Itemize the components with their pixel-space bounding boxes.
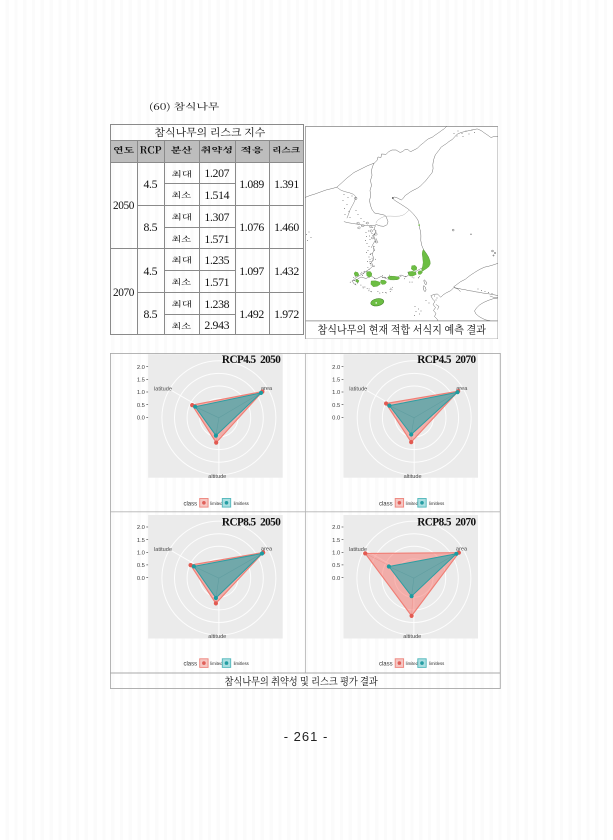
- svg-text:latitude: latitude: [154, 547, 172, 553]
- svg-text:1.5: 1.5: [137, 378, 145, 384]
- svg-text:0.5: 0.5: [332, 403, 340, 409]
- svg-text:0.0: 0.0: [137, 576, 145, 582]
- svg-text:altitude: altitude: [208, 474, 226, 480]
- svg-text:1.5: 1.5: [332, 538, 340, 544]
- svg-text:limited: limited: [210, 501, 223, 506]
- svg-text:1.0: 1.0: [332, 551, 340, 557]
- svg-text:altitude: altitude: [403, 634, 421, 640]
- svg-text:1.5: 1.5: [332, 378, 340, 384]
- svg-text:limitless: limitless: [429, 501, 444, 506]
- svg-text:class: class: [379, 502, 393, 508]
- svg-text:2.0: 2.0: [137, 525, 145, 531]
- svg-text:area: area: [456, 547, 468, 553]
- svg-text:latitude: latitude: [349, 387, 367, 393]
- svg-text:class: class: [183, 662, 197, 668]
- svg-text:1.0: 1.0: [137, 390, 145, 396]
- svg-text:0.5: 0.5: [137, 563, 145, 569]
- svg-text:0.0: 0.0: [137, 416, 145, 422]
- svg-text:0.5: 0.5: [332, 563, 340, 569]
- svg-text:altitude: altitude: [208, 634, 226, 640]
- svg-text:0.0: 0.0: [332, 576, 340, 582]
- svg-text:1.0: 1.0: [332, 390, 340, 396]
- svg-text:limitless: limitless: [234, 501, 249, 506]
- svg-text:RCP8.5 2070: RCP8.5 2070: [417, 517, 476, 529]
- svg-text:class: class: [379, 662, 393, 668]
- svg-text:limitless: limitless: [429, 661, 444, 666]
- svg-text:altitude: altitude: [404, 474, 422, 480]
- svg-text:area: area: [261, 547, 273, 553]
- svg-text:2.0: 2.0: [332, 365, 340, 371]
- svg-text:RCP4.5 2050: RCP4.5 2050: [222, 354, 281, 366]
- svg-text:limited: limited: [406, 661, 419, 666]
- svg-text:limited: limited: [406, 501, 419, 506]
- svg-text:area: area: [456, 386, 468, 392]
- svg-text:class: class: [183, 502, 197, 508]
- svg-text:2.0: 2.0: [137, 365, 145, 371]
- svg-text:0.0: 0.0: [332, 416, 340, 422]
- svg-text:latitude: latitude: [349, 547, 367, 553]
- svg-text:limitless: limitless: [234, 661, 249, 666]
- svg-text:limited: limited: [210, 661, 223, 666]
- svg-text:RCP4.5 2070: RCP4.5 2070: [417, 354, 476, 366]
- svg-text:1.5: 1.5: [137, 538, 145, 544]
- svg-text:latitude: latitude: [154, 387, 172, 393]
- svg-text:area: area: [261, 386, 273, 392]
- svg-text:0.5: 0.5: [137, 403, 145, 409]
- svg-text:2.0: 2.0: [332, 525, 340, 531]
- svg-text:1.0: 1.0: [137, 551, 145, 557]
- svg-text:RCP8.5 2050: RCP8.5 2050: [222, 517, 281, 529]
